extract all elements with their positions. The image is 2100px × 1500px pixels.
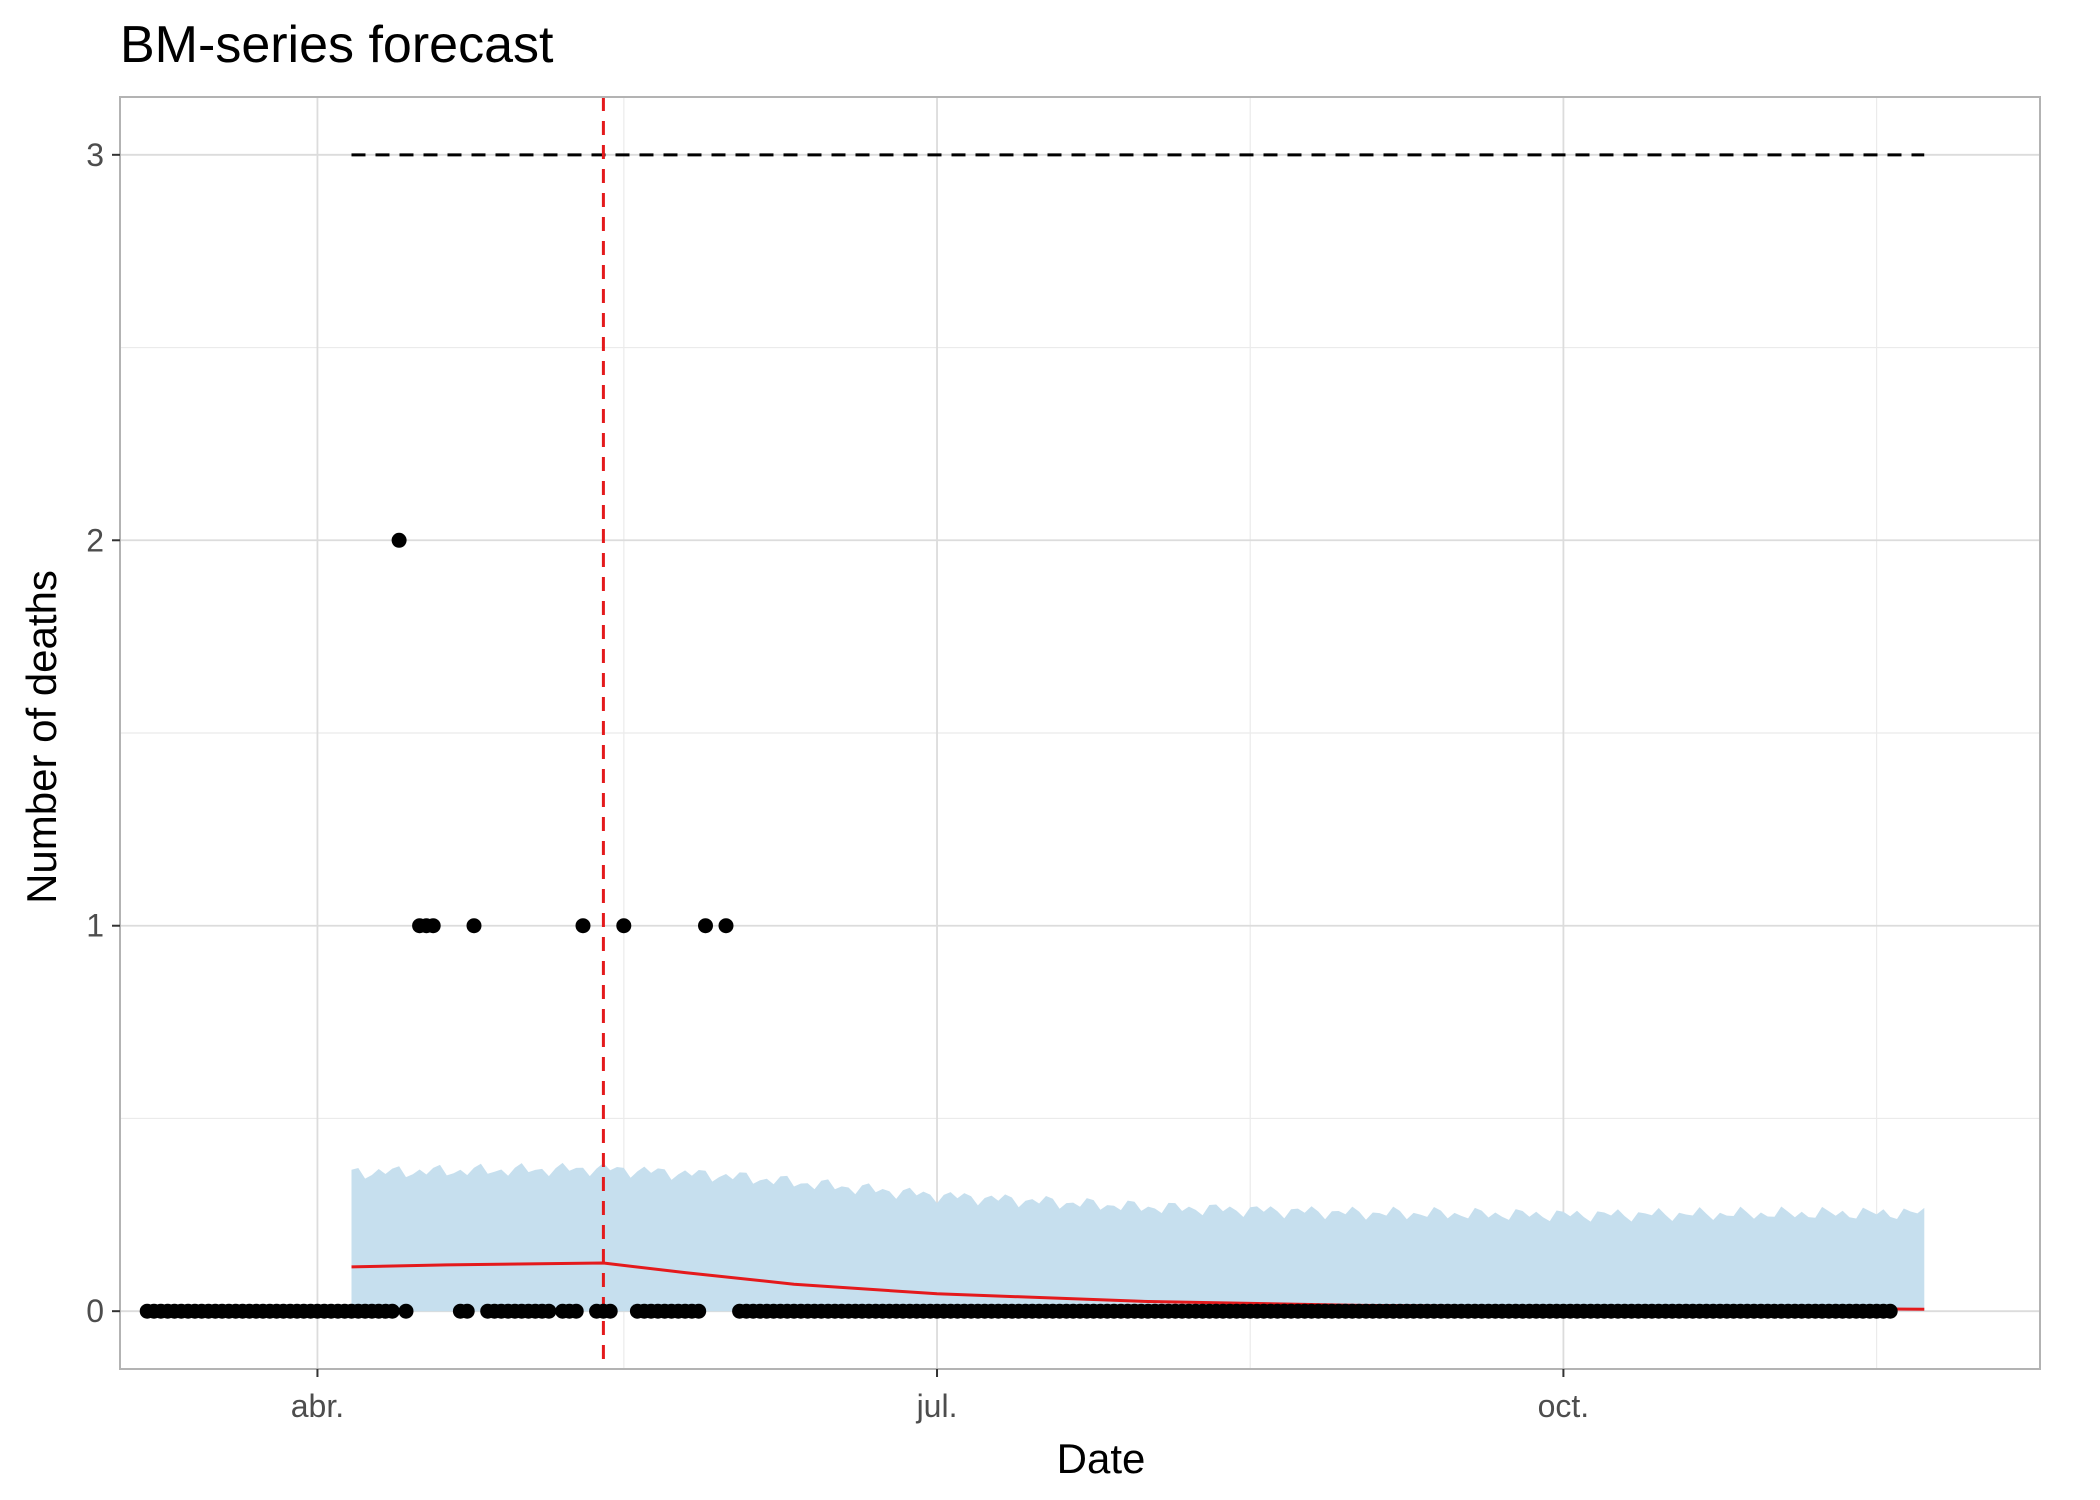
y-tick-label: 0 — [86, 1293, 104, 1329]
observed-point — [398, 1303, 414, 1319]
interval-band-layer — [351, 1162, 1925, 1312]
reference-lines-layer — [351, 97, 1925, 1369]
observed-point — [466, 918, 482, 934]
observed-point — [718, 918, 734, 934]
y-axis-title: Number of deaths — [18, 570, 65, 904]
observed-point — [691, 1303, 707, 1319]
observed-point — [541, 1303, 557, 1319]
prediction-interval-band — [351, 1162, 1925, 1312]
y-tick-label: 3 — [86, 137, 104, 173]
observed-point — [425, 918, 441, 934]
plot-border — [119, 96, 2041, 1370]
y-tick-label: 2 — [86, 522, 104, 558]
observed-point — [602, 1303, 618, 1319]
observed-point — [568, 1303, 584, 1319]
x-axis-title: Date — [1057, 1435, 1146, 1482]
observed-point — [459, 1303, 475, 1319]
observed-point — [391, 532, 407, 548]
observed-point — [698, 918, 713, 934]
observed-point — [616, 918, 632, 934]
observed-points-layer — [139, 532, 1898, 1319]
y-tick-label: 1 — [86, 908, 104, 944]
x-tick-label: oct. — [1538, 1388, 1590, 1424]
chart-title: BM-series forecast — [120, 16, 554, 74]
x-tick-label: abr. — [291, 1388, 344, 1424]
observed-point — [1882, 1303, 1898, 1319]
x-tick-label: jul. — [916, 1388, 958, 1424]
tick-layer: 0 1 2 3 abr. jul. oct. — [86, 137, 1589, 1424]
observed-point — [384, 1303, 400, 1319]
observed-point — [575, 918, 591, 934]
